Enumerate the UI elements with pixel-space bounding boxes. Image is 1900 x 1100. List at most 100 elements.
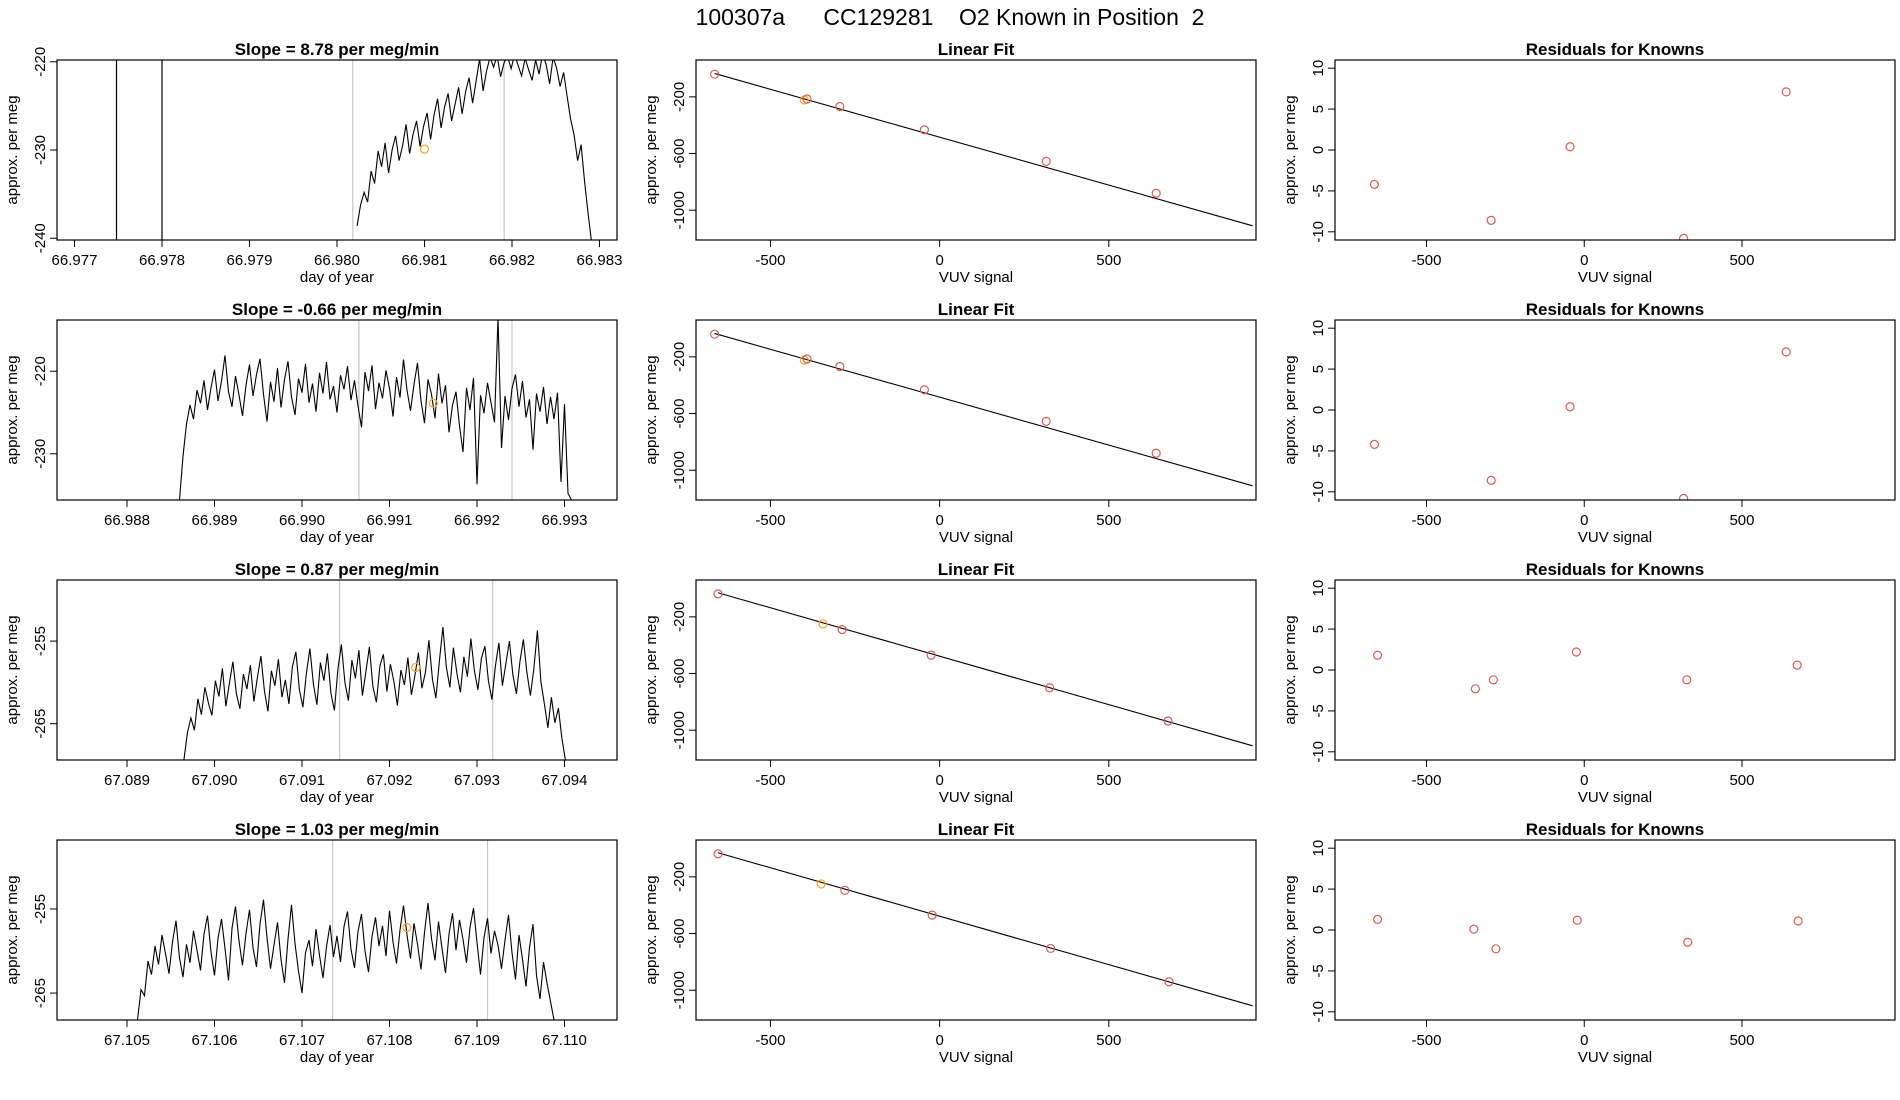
data-point [710,329,720,339]
data-point [1044,683,1055,693]
chart-title: Slope = 1.03 per meg/min [235,820,440,839]
y-tick-label: -255 [32,626,49,656]
chart-title: Linear Fit [938,300,1015,319]
chart-title: Residuals for Knowns [1526,300,1705,319]
data-point [840,885,850,895]
x-tick-label: -500 [755,512,785,529]
chart-panel: Slope = 0.87 per meg/min 67.089 67.090 67.0… [4,560,618,806]
fit-line [714,72,1253,227]
x-tick-label: 66.977 [52,252,98,269]
plot-content [710,69,1253,227]
data-point [713,849,723,859]
data-point [710,69,720,79]
y-axis-label: approx. per meg [643,615,660,724]
y-tick-label: -230 [32,439,49,469]
data-point [1679,493,1689,500]
y-tick-label: 0 [1310,146,1327,154]
y-tick-label: -230 [32,135,49,165]
data-series-line [183,627,569,760]
plot-content [183,627,569,760]
fit-line [714,332,1253,487]
chart-panel: Residuals for Knowns -500 0 500 -10 -5 0 5 10 VUV… [1282,300,1896,546]
highlight-point [402,922,412,933]
y-tick-label: 10 [1310,60,1327,77]
data-point [1792,660,1802,670]
data-point [1046,943,1056,954]
x-axis-label: day of year [300,529,374,546]
data-point [1488,675,1498,685]
chart-panel: Linear Fit -500 0 500 -200 -600 -1000 VUV signa… [643,820,1257,1066]
y-tick-label: 0 [1310,666,1327,674]
y-axis-label: approx. per meg [4,355,21,464]
x-tick-label: 67.107 [279,1032,325,1049]
data-point [1683,937,1693,947]
highlight-point [419,144,430,154]
data-point [1164,977,1174,987]
y-tick-label: -5 [1310,184,1327,197]
y-tick-label: -220 [32,47,49,77]
y-tick-label: -600 [671,919,688,949]
y-tick-label: -265 [32,978,49,1008]
plot-frame [56,319,618,501]
plot-content [1369,87,1791,240]
plot-content [1369,347,1791,500]
x-tick-label: -500 [755,772,785,789]
y-tick-label: -5 [1310,444,1327,457]
data-point [835,101,845,112]
x-tick-label: 67.109 [454,1032,500,1049]
y-axis-label: approx. per meg [1282,875,1299,984]
data-point [1470,684,1480,694]
chart-panel: Residuals for Knowns -500 0 500 -10 -5 0 5 10 VUV… [1282,820,1896,1066]
y-axis-label: approx. per meg [4,95,21,204]
x-tick-label: -500 [755,1032,785,1049]
x-tick-label: 500 [1096,772,1121,789]
data-point [802,94,812,104]
x-axis-label: day of year [300,1049,374,1066]
data-point [1491,944,1501,954]
x-tick-label: 67.094 [542,772,588,789]
plot-content [356,60,592,240]
plot-frame [695,579,1257,761]
plot-content [713,589,1253,747]
x-tick-label: 500 [1729,772,1754,789]
x-axis-label: day of year [300,789,374,806]
data-point [1151,188,1161,198]
y-axis-label: approx. per meg [643,95,660,204]
chart-title: Slope = 0.87 per meg/min [235,560,440,579]
data-point [1163,716,1173,726]
y-axis-label: approx. per meg [1282,615,1299,724]
chart-title: Residuals for Knowns [1526,820,1705,839]
x-tick-label: 0 [935,1032,943,1049]
data-point [835,361,845,372]
y-axis-label: approx. per meg [643,875,660,984]
x-axis-label: VUV signal [1578,789,1652,806]
data-series-line [178,320,586,500]
figure-title: 100307a CC129281 O2 Known in Position 2 [695,4,1205,30]
x-axis-label: VUV signal [1578,269,1652,286]
y-tick-label: -1000 [671,711,688,749]
y-tick-label: -1000 [671,971,688,1009]
data-point [802,354,812,364]
plot-frame [1334,839,1896,1021]
chart-panel: Linear Fit -500 0 500 -200 -600 -1000 VUV signa… [643,560,1257,806]
plot-content [1372,647,1802,694]
plot-frame [1334,319,1896,501]
y-axis-label: approx. per meg [1282,355,1299,464]
plot-frame [56,59,618,241]
data-point [1151,448,1161,458]
x-axis-label: VUV signal [939,789,1013,806]
y-tick-label: -200 [671,862,688,892]
plot-frame [56,579,618,761]
x-tick-label: 0 [935,512,943,529]
data-point [1565,402,1575,412]
y-tick-label: 5 [1310,885,1327,893]
y-tick-label: -265 [32,709,49,739]
data-point [1793,916,1803,926]
x-tick-label: 500 [1729,1032,1754,1049]
fit-line [717,852,1253,1007]
y-tick-label: -1000 [671,451,688,489]
y-axis-label: approx. per meg [1282,95,1299,204]
data-point [1565,142,1575,152]
